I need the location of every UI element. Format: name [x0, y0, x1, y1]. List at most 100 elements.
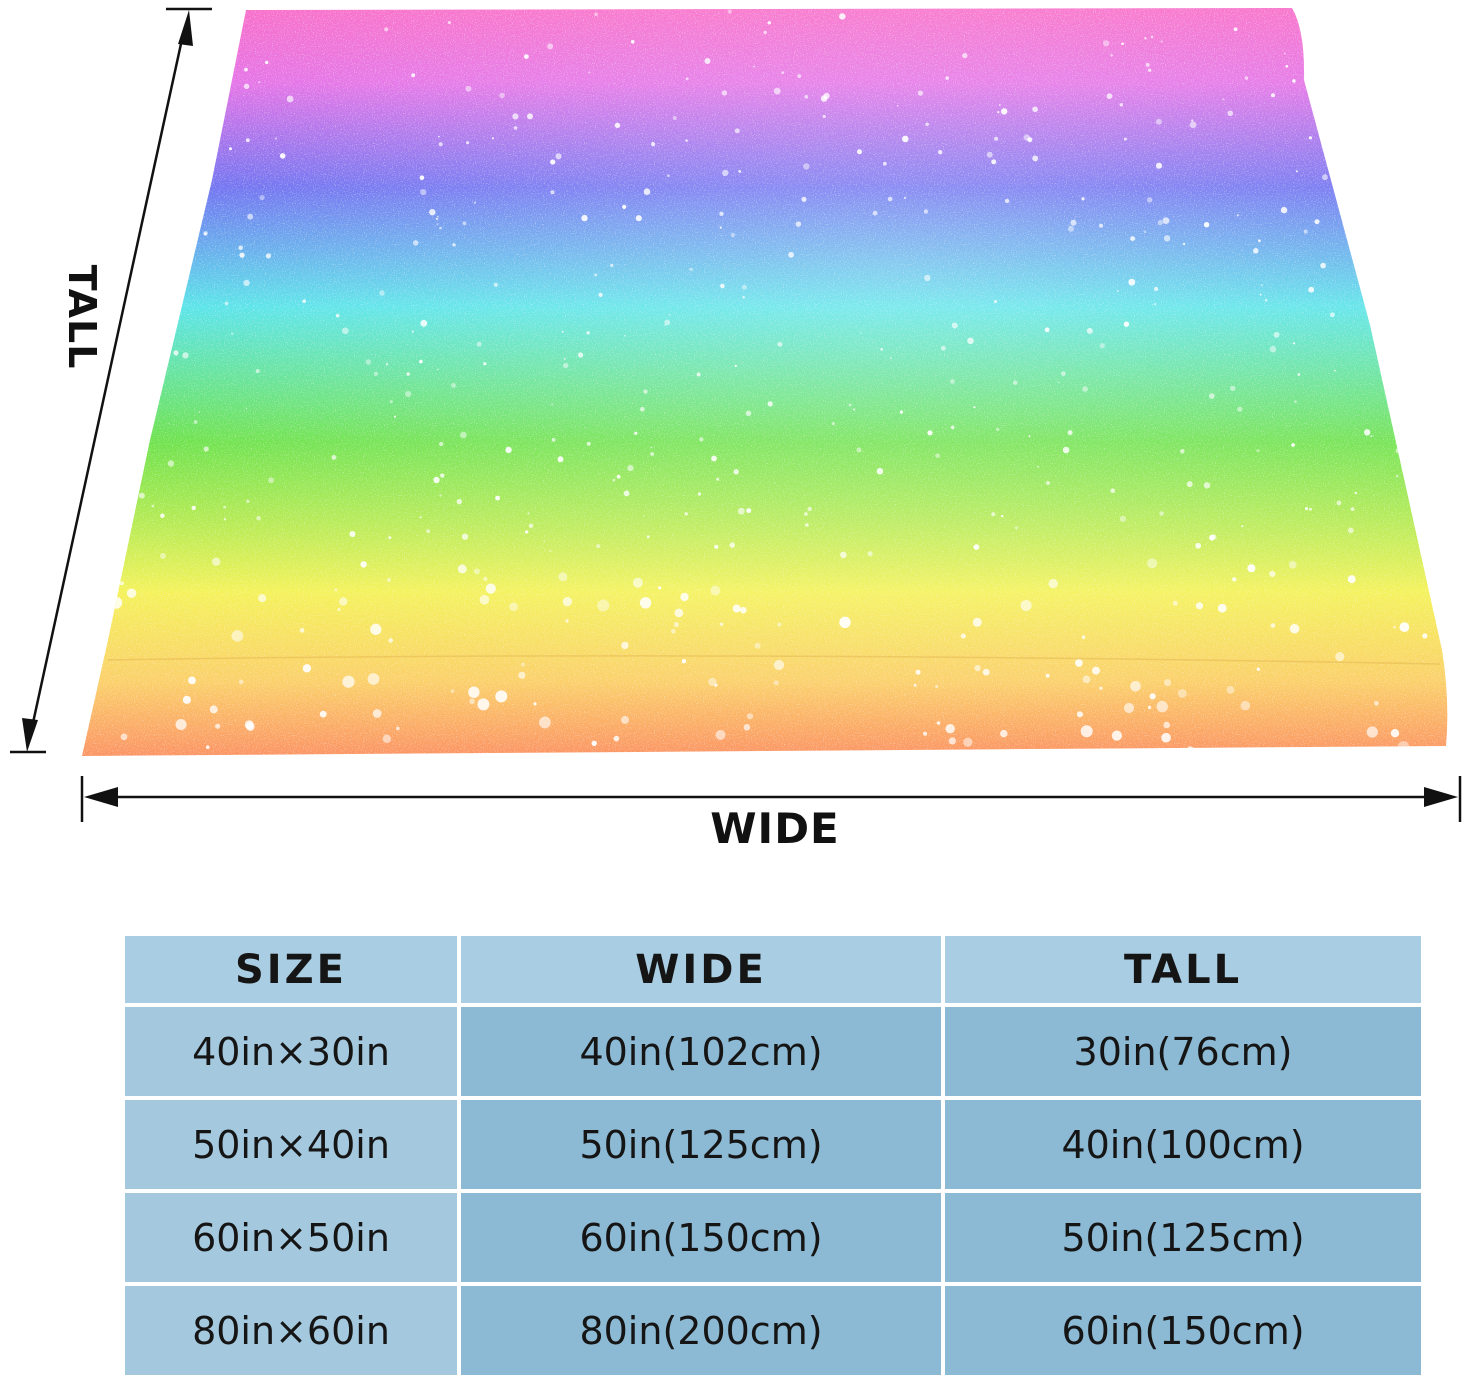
- glitter-sparkle: [639, 597, 652, 609]
- glitter-sparkle: [436, 368, 439, 371]
- glitter-sparkle: [246, 499, 250, 503]
- glitter-sparkle: [451, 383, 456, 388]
- glitter-sparkle: [804, 512, 808, 516]
- glitter-sparkle: [1116, 290, 1119, 293]
- glitter-sparkle: [1067, 225, 1074, 232]
- glitter-sparkle: [903, 196, 907, 199]
- glitter-sparkle: [440, 473, 445, 478]
- glitter-sparkle: [505, 446, 512, 454]
- glitter-sparkle: [491, 137, 494, 140]
- glitter-sparkle: [722, 169, 729, 177]
- glitter-sparkle: [746, 713, 754, 720]
- glitter-sparkle: [616, 474, 621, 479]
- glitter-sparkle: [714, 683, 718, 687]
- glitter-sparkle: [244, 720, 254, 730]
- glitter-sparkle: [578, 352, 584, 358]
- glitter-sparkle: [219, 109, 222, 113]
- tall-cell: 40in(100cm): [945, 1100, 1421, 1189]
- wide-arrow-icon: [80, 776, 1462, 822]
- glitter-sparkle: [411, 73, 416, 78]
- glitter-sparkle: [194, 187, 197, 189]
- size-cell: 40in×30in: [125, 1007, 457, 1096]
- glitter-sparkle: [1366, 726, 1378, 738]
- glitter-sparkle: [386, 577, 392, 583]
- size-chart-table: SIZE WIDE TALL 40in×30in 40in(102cm) 30i…: [121, 932, 1425, 1379]
- glitter-sparkle: [1027, 137, 1033, 143]
- glitter-sparkle: [684, 512, 688, 516]
- diagram-graphics: [10, 7, 1462, 822]
- glitter-sparkle: [438, 135, 440, 138]
- glitter-sparkle: [389, 400, 393, 404]
- glitter-sparkle: [588, 71, 591, 74]
- header-row: SIZE WIDE TALL: [125, 936, 1421, 1003]
- glitter-sparkle: [674, 608, 684, 618]
- glitter-sparkle: [642, 515, 645, 517]
- glitter-sparkle: [839, 13, 846, 20]
- wide-cell: 60in(150cm): [461, 1193, 941, 1282]
- glitter-sparkle: [708, 677, 717, 687]
- glitter-sparkle: [138, 492, 145, 499]
- glitter-sparkle: [1336, 500, 1342, 506]
- glitter-sparkle: [767, 21, 771, 25]
- glitter-sparkle: [1402, 212, 1408, 218]
- glitter-sparkle: [1070, 219, 1077, 226]
- glitter-sparkle: [1330, 312, 1335, 318]
- glitter-sparkle: [664, 324, 666, 327]
- glitter-sparkle: [334, 588, 338, 592]
- glitter-sparkle: [945, 76, 949, 80]
- glitter-sparkle: [551, 438, 556, 442]
- glitter-sparkle: [1420, 83, 1427, 89]
- glitter-sparkle: [1146, 197, 1153, 203]
- glitter-sparkle: [1111, 730, 1122, 741]
- glitter-sparkle: [393, 415, 396, 418]
- glitter-sparkle: [1110, 488, 1115, 494]
- glitter-sparkle: [255, 369, 260, 373]
- glitter-sparkle: [1082, 386, 1088, 392]
- glitter-sparkle: [742, 296, 745, 299]
- glitter-sparkle: [513, 126, 518, 130]
- glitter-sparkle: [1147, 68, 1152, 73]
- glitter-sparkle: [936, 721, 941, 725]
- tall-cell: 30in(76cm): [945, 1007, 1421, 1096]
- glitter-sparkle: [239, 252, 245, 258]
- glitter-sparkle: [935, 453, 940, 459]
- glitter-sparkle: [1280, 206, 1288, 214]
- glitter-sparkle: [557, 456, 564, 463]
- glitter-sparkle: [1044, 327, 1050, 333]
- glitter-sparkle: [1422, 633, 1428, 639]
- glitter-sparkle: [804, 95, 809, 99]
- glitter-sparkle: [913, 683, 917, 687]
- glitter-sparkle: [1390, 195, 1398, 202]
- glitter-sparkle: [1236, 214, 1239, 217]
- glitter-sparkle: [753, 65, 755, 68]
- glitter-sparkle: [121, 406, 126, 412]
- glitter-sparkle: [405, 390, 412, 398]
- glitter-sparkle: [586, 331, 590, 335]
- glitter-sparkle: [265, 60, 269, 65]
- glitter-sparkle: [1374, 52, 1376, 54]
- glitter-sparkle: [803, 163, 810, 170]
- glitter-sparkle: [664, 319, 671, 326]
- glitter-sparkle: [614, 122, 621, 128]
- glitter-sparkle: [1308, 136, 1312, 140]
- glitter-sparkle: [342, 675, 355, 688]
- glitter-sparkle: [495, 690, 508, 703]
- glitter-sparkle: [224, 301, 229, 306]
- glitter-sparkle: [823, 92, 830, 99]
- glitter-sparkle: [565, 619, 569, 623]
- glitter-sparkle: [1292, 342, 1296, 345]
- glitter-sparkle: [1185, 746, 1196, 756]
- glitter-sparkle: [594, 273, 598, 277]
- glitter-sparkle: [1004, 198, 1010, 204]
- glitter-sparkle: [1099, 686, 1103, 690]
- dimension-diagram: WIDE TALL: [10, 7, 1462, 853]
- glitter-sparkle: [773, 659, 785, 671]
- glitter-sparkle: [612, 478, 616, 482]
- glitter-sparkle: [740, 606, 747, 614]
- header-wide: WIDE: [461, 936, 941, 1003]
- glitter-sparkle: [1256, 667, 1261, 671]
- glitter-sparkle: [231, 630, 244, 642]
- glitter-sparkle: [594, 12, 598, 17]
- glitter-sparkle: [1082, 675, 1091, 684]
- glitter-sparkle: [92, 575, 103, 587]
